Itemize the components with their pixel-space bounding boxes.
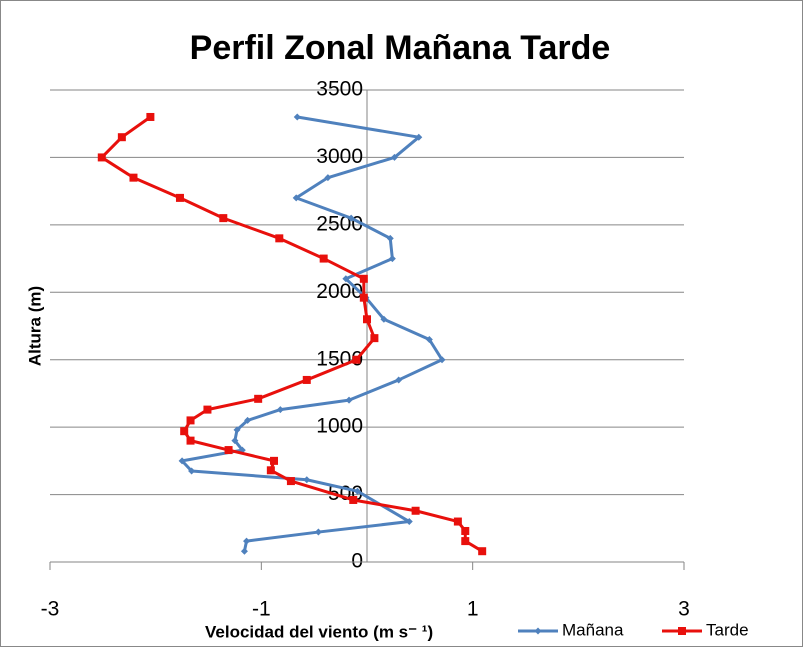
marker: [370, 334, 379, 343]
y-tick-label: 2500: [316, 212, 363, 235]
marker: [97, 153, 106, 162]
marker: [186, 416, 195, 425]
marker: [363, 315, 371, 324]
marker: [319, 254, 328, 263]
marker: [175, 193, 184, 202]
marker: [347, 214, 355, 222]
marker: [411, 506, 420, 515]
chart-title: Perfil Zonal Mañana Tarde: [190, 29, 611, 67]
marker: [231, 437, 239, 445]
marker: [405, 518, 413, 526]
marker: [244, 416, 252, 424]
x-tick-label: 3: [678, 598, 690, 621]
marker: [349, 495, 358, 504]
marker: [388, 255, 396, 263]
marker: [203, 405, 212, 414]
marker: [324, 174, 332, 182]
marker: [292, 194, 300, 202]
marker: [243, 537, 251, 545]
y-tick-label: 2000: [316, 280, 363, 303]
marker: [302, 375, 311, 384]
marker: [129, 173, 138, 182]
marker: [342, 275, 350, 283]
marker: [276, 406, 284, 414]
marker: [359, 293, 368, 302]
series-line: [180, 115, 444, 552]
marker: [233, 426, 241, 434]
x-tick-label: -1: [252, 598, 271, 621]
marker: [380, 315, 388, 323]
y-tick-label: 1500: [316, 347, 363, 370]
marker: [314, 528, 322, 536]
marker: [188, 467, 196, 475]
marker: [186, 436, 195, 445]
marker: [415, 133, 423, 141]
marker: [286, 477, 295, 486]
y-tick-label: 0: [351, 550, 363, 573]
marker: [461, 526, 470, 535]
x-tick-label: -3: [41, 598, 60, 621]
marker: [390, 153, 398, 161]
marker: [353, 487, 361, 495]
y-axis-label: Altura (m): [25, 286, 44, 366]
marker: [219, 214, 228, 223]
x-axis-label: Velocidad del viento (m s⁻ ¹): [205, 622, 433, 641]
marker: [293, 113, 301, 121]
marker: [345, 396, 353, 404]
legend-label: Tarde: [706, 620, 749, 639]
marker: [453, 517, 462, 526]
marker: [386, 234, 394, 242]
marker: [438, 356, 446, 364]
marker: [254, 394, 263, 403]
y-tick-label: 3500: [316, 78, 363, 101]
marker: [240, 547, 248, 555]
x-tick-label: 1: [467, 598, 479, 621]
y-tick-label: 1000: [316, 415, 363, 438]
marker: [180, 427, 189, 436]
marker: [478, 547, 487, 556]
legend-label: Mañana: [562, 620, 624, 639]
marker: [352, 355, 361, 364]
marker: [425, 335, 433, 343]
marker: [395, 376, 403, 384]
marker: [270, 456, 279, 465]
legend-marker: [534, 627, 542, 635]
marker: [146, 112, 155, 121]
y-tick-label: 3000: [316, 145, 363, 168]
marker: [178, 457, 186, 465]
marker: [266, 466, 275, 475]
marker: [359, 274, 368, 283]
marker: [117, 133, 126, 142]
marker: [303, 476, 311, 484]
marker: [275, 234, 284, 243]
marker: [224, 446, 233, 455]
marker: [461, 537, 470, 546]
legend-marker: [678, 627, 686, 635]
